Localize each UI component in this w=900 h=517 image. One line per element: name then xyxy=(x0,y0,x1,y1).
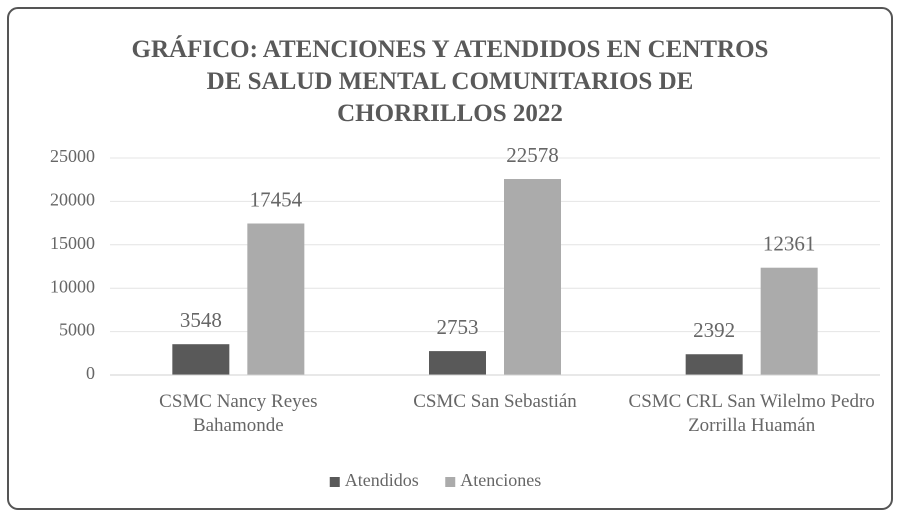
legend-label: Atenciones xyxy=(460,470,541,490)
y-tick-label: 20000 xyxy=(50,190,95,210)
data-label: 22578 xyxy=(506,143,559,167)
chart-border xyxy=(7,7,893,510)
x-tick-label: CSMC CRL San Wilelmo Pedro Zorrilla Huam… xyxy=(628,391,875,436)
legend-label: Atendidos xyxy=(345,470,419,490)
legend-swatch xyxy=(329,477,340,487)
data-label: 2392 xyxy=(693,318,735,342)
bar xyxy=(247,223,305,375)
bar xyxy=(685,354,743,375)
y-tick-label: 10000 xyxy=(50,276,95,296)
data-label: 2753 xyxy=(437,315,479,339)
data-label: 17454 xyxy=(250,187,303,211)
x-tick-label: CSMC San Sebastián xyxy=(413,391,577,412)
y-tick-label: 0 xyxy=(86,363,95,383)
y-tick-label: 25000 xyxy=(50,146,95,166)
bar xyxy=(760,267,818,375)
y-tick-label: 15000 xyxy=(50,233,95,253)
bar xyxy=(172,344,230,375)
bar xyxy=(504,179,561,375)
legend-swatch xyxy=(445,477,456,487)
chart-title: GRÁFICO: ATENCIONES Y ATENDIDOS EN CENTR… xyxy=(131,36,769,127)
bar xyxy=(429,351,486,375)
x-tick-label: CSMC Nancy Reyes Bahamonde xyxy=(159,391,318,436)
data-label: 3548 xyxy=(180,308,222,332)
data-label: 12361 xyxy=(763,232,816,256)
y-tick-label: 5000 xyxy=(59,320,95,340)
